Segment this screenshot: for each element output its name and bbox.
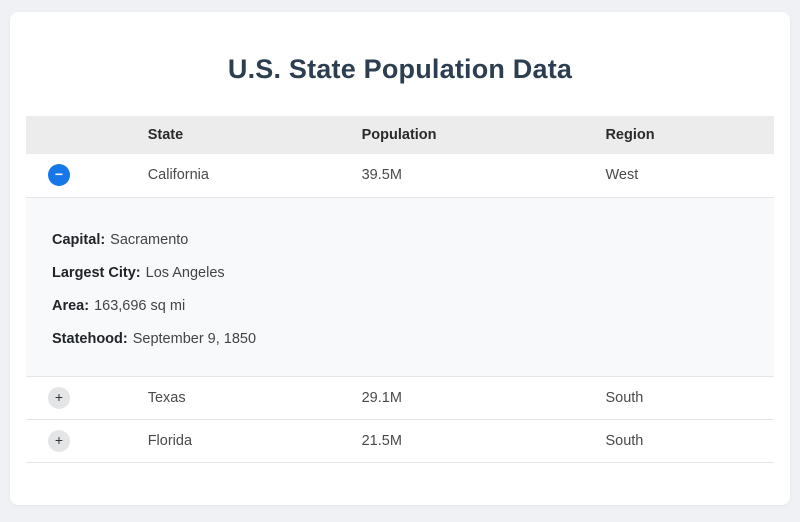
population-cell: 39.5M bbox=[353, 154, 598, 198]
population-data-card: U.S. State Population Data State Populat… bbox=[10, 12, 790, 505]
detail-largest-city: Largest City: Los Angeles bbox=[52, 264, 748, 283]
table-row-texas: + Texas 29.1M South bbox=[26, 376, 774, 420]
detail-capital-label: Capital: bbox=[52, 231, 106, 248]
detail-area-value: 163,696 sq mi bbox=[94, 297, 186, 314]
region-cell: West bbox=[597, 154, 774, 198]
detail-largest-city-label: Largest City: bbox=[52, 264, 141, 281]
detail-capital: Capital: Sacramento bbox=[52, 231, 748, 250]
california-details-row: Capital: Sacramento Largest City: Los Ange… bbox=[26, 197, 774, 377]
table-row-florida: + Florida 21.5M South bbox=[26, 419, 774, 463]
column-header-region: Region bbox=[597, 116, 774, 154]
region-cell: South bbox=[597, 376, 774, 420]
detail-statehood-label: Statehood: bbox=[52, 330, 128, 347]
table-row-california: − California 39.5M West bbox=[26, 154, 774, 198]
population-cell: 29.1M bbox=[353, 376, 598, 420]
detail-capital-value: Sacramento bbox=[110, 231, 189, 248]
column-header-toggle bbox=[26, 116, 140, 154]
population-cell: 21.5M bbox=[353, 419, 598, 463]
states-table-container: State Population Region − California 39.… bbox=[26, 116, 774, 463]
toggle-cell: − bbox=[26, 154, 140, 198]
expand-row-button-texas[interactable]: + bbox=[48, 386, 70, 409]
detail-area: Area: 163,696 sq mi bbox=[52, 297, 748, 316]
state-cell: Florida bbox=[139, 419, 354, 463]
detail-statehood: Statehood: September 9, 1850 bbox=[52, 330, 748, 349]
state-cell: Texas bbox=[139, 376, 354, 420]
states-table: State Population Region − California 39.… bbox=[26, 116, 774, 463]
detail-statehood-value: September 9, 1850 bbox=[132, 330, 257, 347]
collapse-row-button-california[interactable]: − bbox=[48, 164, 70, 187]
detail-largest-city-value: Los Angeles bbox=[145, 264, 225, 281]
column-header-population: Population bbox=[353, 116, 598, 154]
page-title: U.S. State Population Data bbox=[227, 54, 573, 84]
toggle-cell: + bbox=[26, 376, 140, 420]
state-cell: California bbox=[139, 154, 354, 198]
expand-row-button-florida[interactable]: + bbox=[48, 429, 70, 452]
table-header-row: State Population Region bbox=[26, 116, 774, 154]
toggle-cell: + bbox=[26, 419, 140, 463]
california-details-panel: Capital: Sacramento Largest City: Los Ange… bbox=[26, 197, 774, 377]
region-cell: South bbox=[597, 419, 774, 463]
detail-area-label: Area: bbox=[52, 297, 90, 314]
column-header-state: State bbox=[139, 116, 354, 154]
